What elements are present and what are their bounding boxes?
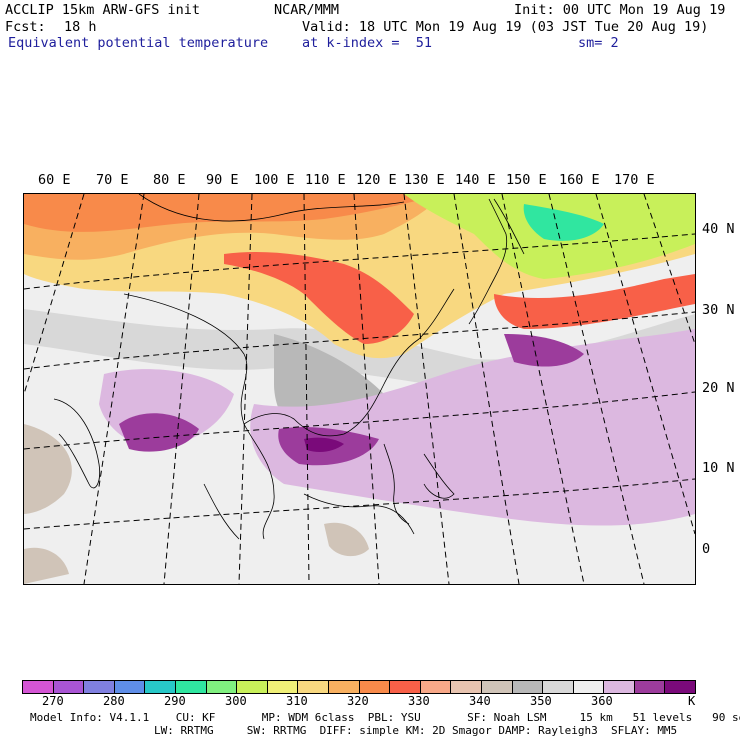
- lon-label: 150 E: [506, 172, 547, 188]
- model-title: ACCLIP 15km ARW-GFS init: [5, 2, 201, 18]
- colorbar-swatch: [604, 681, 635, 693]
- lat-label: 20 N: [702, 380, 735, 396]
- colorbar-tick-label: 310: [286, 694, 308, 708]
- smoothing-label: sm= 2: [578, 35, 619, 51]
- model-info-line-1: Model Info: V4.1.1 CU: KF MP: WDM 6class…: [30, 711, 740, 724]
- colorbar-swatch: [573, 681, 605, 693]
- colorbar-swatch: [665, 681, 696, 693]
- colorbar-swatch: [267, 681, 299, 693]
- lat-label: 40 N: [702, 221, 735, 237]
- lon-label: 70 E: [96, 172, 129, 188]
- colorbar-swatch: [543, 681, 574, 693]
- colorbar-tick-label: 340: [469, 694, 491, 708]
- colorbar-swatch: [451, 681, 482, 693]
- map-panel: [23, 193, 696, 585]
- colorbar-swatch: [359, 681, 391, 693]
- color-scale: [22, 680, 696, 694]
- colorbar-tick-label: 290: [164, 694, 186, 708]
- valid-time: Valid: 18 UTC Mon 19 Aug 19 (03 JST Tue …: [302, 19, 709, 35]
- lon-label: 160 E: [559, 172, 600, 188]
- lon-label: 90 E: [206, 172, 239, 188]
- lat-label: 10 N: [702, 460, 735, 476]
- colorbar-swatch: [175, 681, 207, 693]
- colorbar-swatch: [328, 681, 360, 693]
- colorbar-tick-label: 280: [103, 694, 125, 708]
- init-time: Init: 00 UTC Mon 19 Aug 19: [514, 2, 726, 18]
- colorbar-swatch: [145, 681, 176, 693]
- colorbar-swatch: [206, 681, 238, 693]
- colorbar-tick-label: 360: [591, 694, 613, 708]
- level-label: at k-index = 51: [302, 35, 433, 51]
- colorbar-swatch: [420, 681, 452, 693]
- colorbar-swatch: [23, 681, 54, 693]
- colorbar-tick-label: 320: [347, 694, 369, 708]
- theta-e-field: [24, 194, 695, 584]
- forecast-label: Fcst:: [5, 19, 46, 35]
- colorbar-swatch: [237, 681, 268, 693]
- colorbar-unit: K: [688, 694, 696, 708]
- colorbar-swatch: [390, 681, 421, 693]
- colorbar-tick-label: 330: [408, 694, 430, 708]
- lon-label: 140 E: [455, 172, 496, 188]
- lon-label: 170 E: [614, 172, 655, 188]
- lat-label: 30 N: [702, 302, 735, 318]
- colorbar-swatch: [512, 681, 544, 693]
- field-name: Equivalent potential temperature: [8, 35, 269, 51]
- forecast-hour: 18 h: [64, 19, 97, 35]
- colorbar-tick-label: 300: [225, 694, 247, 708]
- lon-label: 100 E: [254, 172, 295, 188]
- colorbar-swatch: [53, 681, 85, 693]
- organization-label: NCAR/MMM: [274, 2, 340, 18]
- lon-label: 120 E: [356, 172, 397, 188]
- colorbar-swatch: [114, 681, 146, 693]
- lat-label: 0: [702, 541, 711, 557]
- colorbar-swatch: [634, 681, 666, 693]
- colorbar-swatch: [84, 681, 115, 693]
- lon-label: 80 E: [153, 172, 186, 188]
- lon-label: 110 E: [305, 172, 346, 188]
- lon-label: 130 E: [404, 172, 445, 188]
- lon-label: 60 E: [38, 172, 71, 188]
- model-info-line-2: LW: RRTMG SW: RRTMG DIFF: simple KM: 2D …: [154, 724, 678, 737]
- colorbar-swatch: [298, 681, 329, 693]
- colorbar-swatch: [481, 681, 513, 693]
- colorbar-tick-label: 350: [530, 694, 552, 708]
- colorbar-tick-label: 270: [42, 694, 64, 708]
